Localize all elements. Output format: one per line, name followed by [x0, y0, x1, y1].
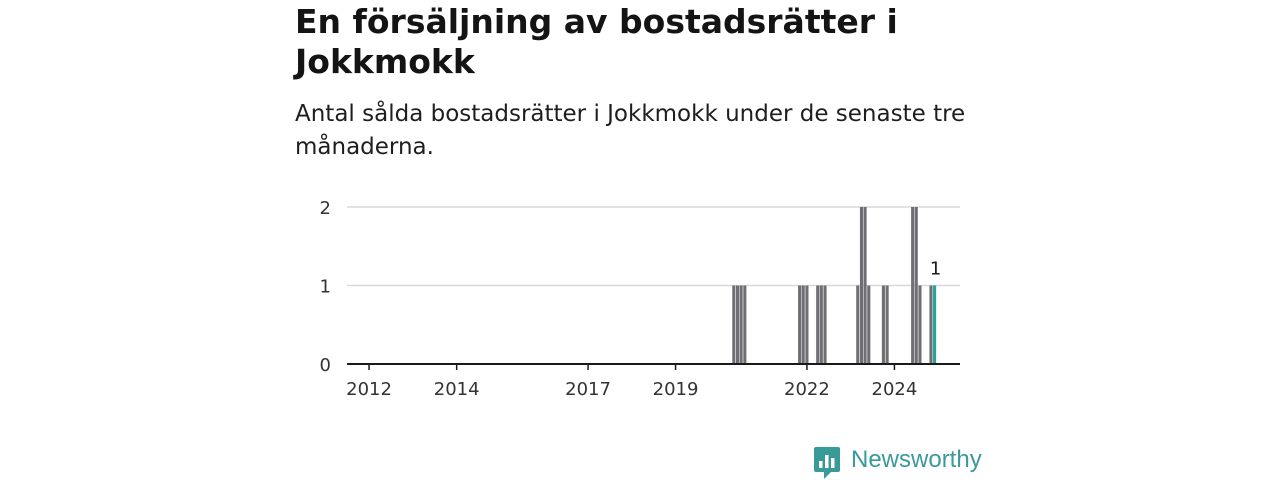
bar: [743, 285, 747, 364]
bar: [881, 285, 885, 364]
bar: [798, 285, 802, 364]
bar: [863, 207, 867, 364]
brand-name: Newsworthy: [851, 446, 982, 473]
bar: [867, 285, 871, 364]
x-tick-label: 2019: [653, 379, 699, 400]
chart-title: En försäljning av bostadsrätter i Jokkmo…: [295, 2, 898, 81]
bar: [914, 207, 918, 364]
highlight-data-label: 1: [930, 259, 941, 280]
y-tick-label: 0: [320, 355, 331, 376]
x-tick-label: 2012: [346, 379, 392, 400]
x-tick-label: 2022: [784, 379, 830, 400]
highlighted-bar: [933, 285, 937, 364]
x-tick-label: 2024: [872, 379, 918, 400]
bar: [735, 285, 740, 364]
bar: [801, 285, 805, 364]
axes: 0 1 2 2012 2014 2017 2019 2022 2024: [320, 198, 960, 400]
bar: [823, 285, 827, 364]
bar: [929, 285, 933, 364]
bar: [856, 285, 860, 364]
data-labels: 1: [930, 259, 941, 280]
grid-lines: [347, 206, 960, 287]
bar: [859, 207, 864, 364]
bar: [805, 285, 809, 364]
x-tick-label: 2014: [434, 379, 480, 400]
bar: [911, 207, 915, 364]
bar: [885, 285, 889, 364]
newsworthy-brand: Newsworthy: [813, 446, 982, 480]
chart-subtitle: Antal sålda bostadsrätter i Jokkmokk und…: [295, 101, 966, 160]
newsworthy-logo-icon: [814, 447, 840, 479]
bar: [739, 285, 743, 364]
bar: [819, 285, 823, 364]
y-tick-label: 2: [320, 198, 331, 219]
x-tick-label: 2017: [565, 379, 611, 400]
bar-series: [732, 207, 937, 364]
bar: [816, 285, 820, 364]
bar: [918, 285, 922, 364]
y-tick-label: 1: [320, 277, 331, 298]
bar: [732, 285, 736, 364]
